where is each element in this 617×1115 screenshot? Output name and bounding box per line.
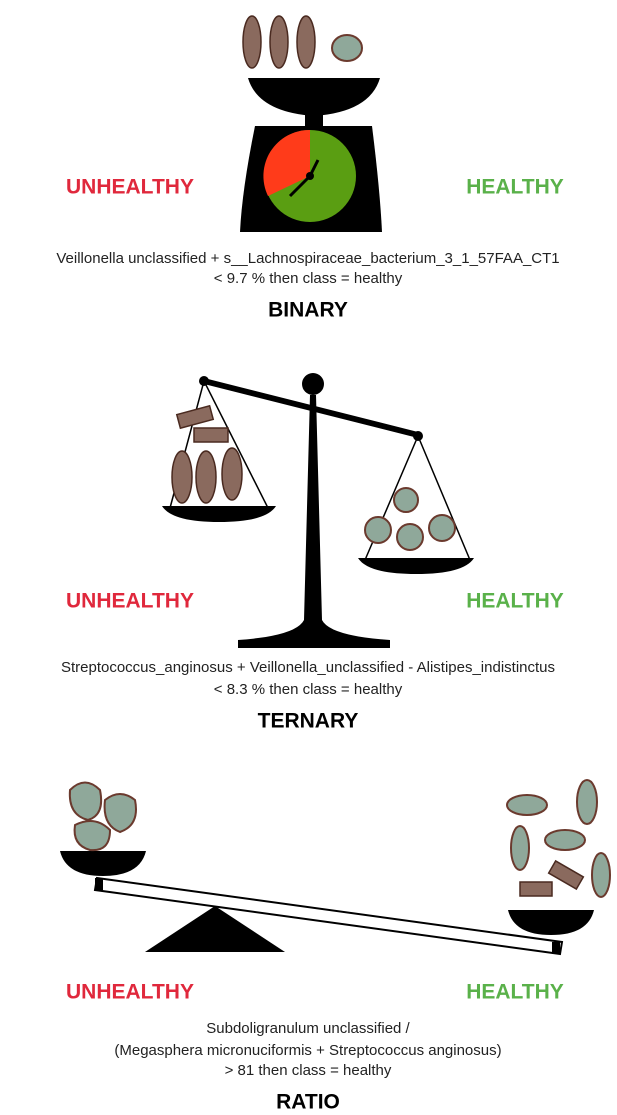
rule-line: Streptococcus_anginosus + Veillonella_un… (61, 659, 555, 676)
scale-binary (240, 15, 382, 232)
panel-name: TERNARY (258, 710, 359, 733)
rule-line: < 8.3 % then class = healthy (214, 681, 403, 698)
rule-line: > 81 then class = healthy (225, 1062, 392, 1079)
rule-line: (Megasphera micronuciformis + Streptococ… (114, 1042, 501, 1059)
healthy-label: HEALTHY (466, 981, 564, 1004)
unhealthy-label: UNHEALTHY (66, 176, 194, 199)
rule-line: Veillonella unclassified + s__Lachnospir… (56, 250, 559, 267)
rule-line: < 9.7 % then class = healthy (214, 270, 403, 287)
healthy-label: HEALTHY (466, 590, 564, 613)
rule-line: Subdoligranulum unclassified / (206, 1020, 410, 1037)
scale-ratio (60, 779, 611, 956)
healthy-label: HEALTHY (466, 176, 564, 199)
scale-ternary (162, 373, 474, 648)
panel-name: BINARY (268, 299, 348, 322)
panel-name: RATIO (276, 1091, 340, 1114)
unhealthy-label: UNHEALTHY (66, 590, 194, 613)
unhealthy-label: UNHEALTHY (66, 981, 194, 1004)
